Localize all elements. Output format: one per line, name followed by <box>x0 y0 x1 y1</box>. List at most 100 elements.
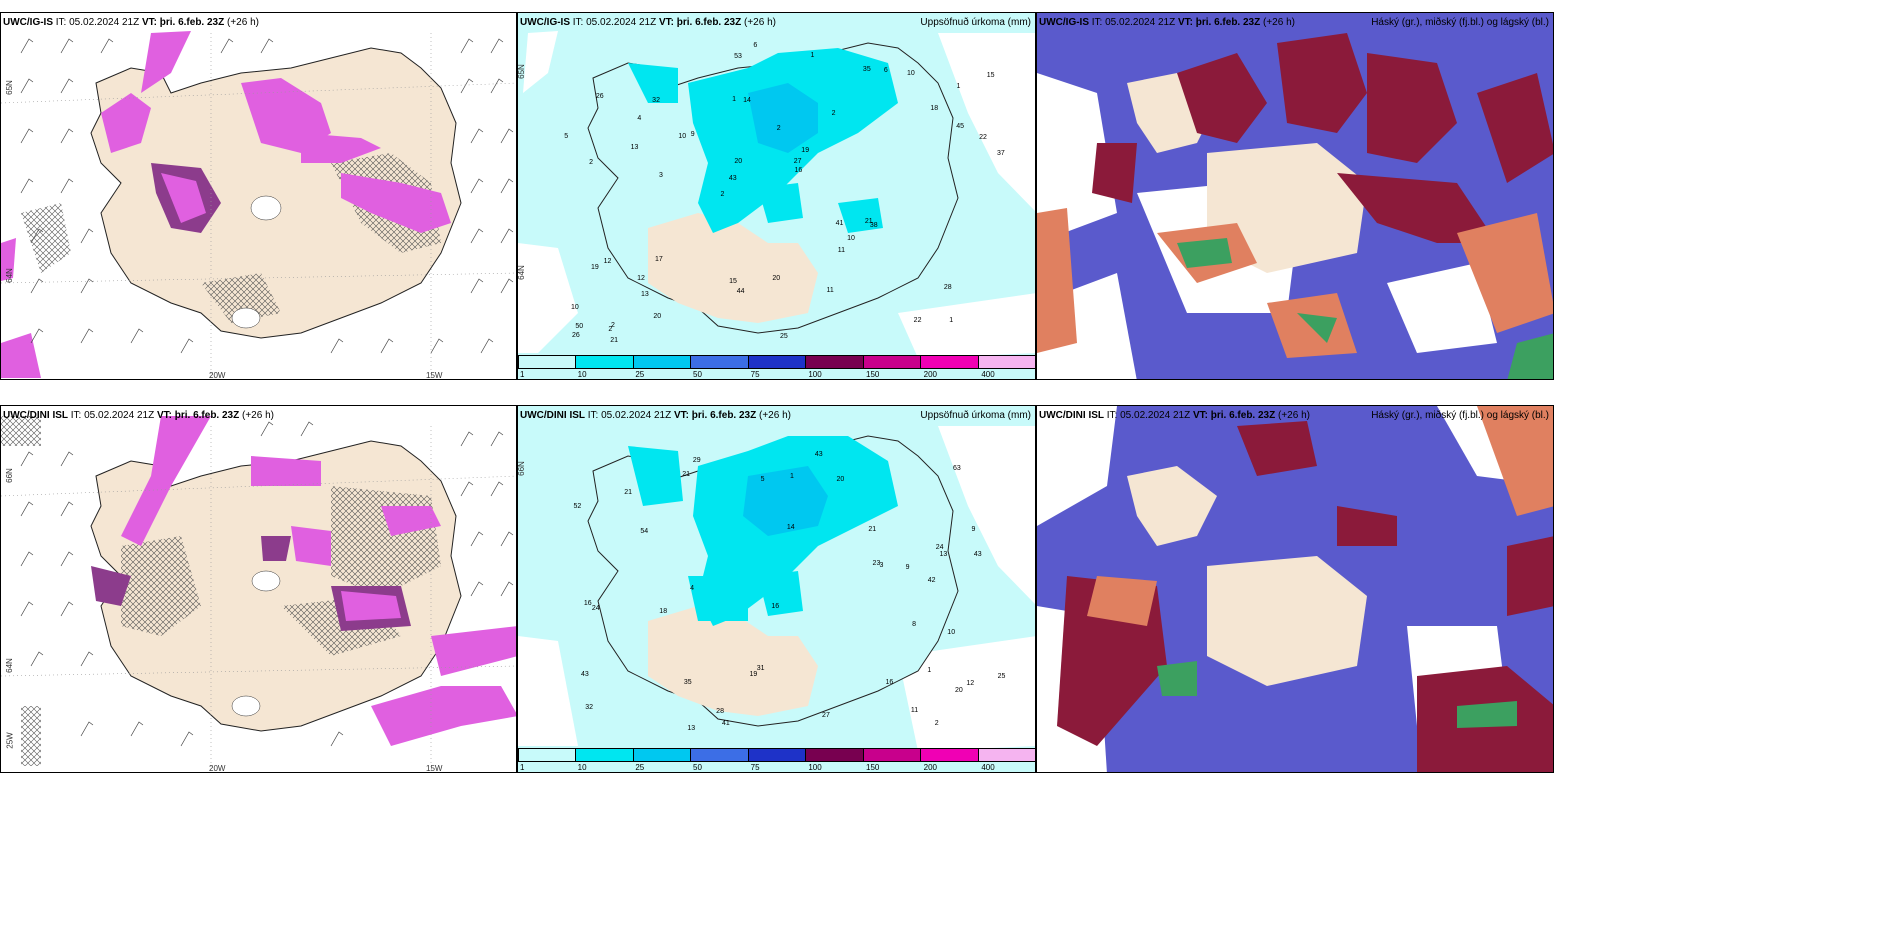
legend-swatch <box>748 749 807 761</box>
legend-swatch <box>863 749 922 761</box>
precip-value: 3 <box>659 172 663 180</box>
panel-precip-igis: 1 2 1 2 2 2 1 2 12 9 10 13 14 19 38 26 53 37 41 45 43 15 20 32 3… <box>517 12 1036 380</box>
precip-value: 19 <box>749 670 758 678</box>
lon-label-20w: 20W <box>209 764 226 773</box>
iceland-land <box>90 47 462 339</box>
panel-wind-icing-dini: UWC/DINI ISL IT: 05.02.2024 21Z VT: þri.… <box>0 405 517 773</box>
lat-label-64n: 64N <box>4 658 14 673</box>
precip-value: 10 <box>847 235 855 243</box>
precip-value: 12 <box>603 257 612 265</box>
precip-value: 29 <box>692 457 701 465</box>
precip-value: 18 <box>930 105 939 113</box>
precip-value: 10 <box>907 69 915 77</box>
precip-value: 15 <box>729 277 737 285</box>
icing-area <box>101 93 151 153</box>
precip-value: 28 <box>716 708 724 716</box>
precip-value: 5 <box>760 476 765 484</box>
panel-title: UWC/DINI ISL IT: 05.02.2024 21Z VT: þri.… <box>3 410 274 421</box>
lat-label-64n: 64N <box>4 268 14 283</box>
precip-value: 35 <box>683 678 692 686</box>
legend-swatch <box>921 356 979 368</box>
panel-right-title: Háský (gr.), miðský (fj.bl.) og lágský (… <box>1371 17 1549 28</box>
precip-value: 16 <box>583 600 592 608</box>
precip-value: 1 <box>732 95 736 103</box>
precip-value: 20 <box>734 157 743 165</box>
panel-title: UWC/IG-IS IT: 05.02.2024 21Z VT: þri. 6.… <box>520 17 776 28</box>
precip-value: 5 <box>564 132 569 140</box>
legend-swatch <box>978 749 1035 761</box>
precip-value: 8 <box>912 620 917 628</box>
precip-value: 37 <box>996 149 1005 157</box>
precip-value: 10 <box>678 133 687 141</box>
precip-value: 21 <box>868 526 877 534</box>
lon-label-15w: 15W <box>426 764 443 773</box>
precip-value: 23 <box>872 560 881 568</box>
precip-value: 21 <box>864 218 873 226</box>
precip-value: 1 <box>789 472 794 480</box>
precip-value: 2 <box>776 125 781 133</box>
precip-value: 54 <box>640 528 649 536</box>
precip-legend <box>518 355 1035 369</box>
panel-right-title: Uppsöfnuð úrkoma (mm) <box>920 17 1031 28</box>
legend-swatch <box>978 356 1035 368</box>
precip-value: 38 <box>869 221 878 229</box>
precip-value: 24 <box>591 604 600 612</box>
precip-value: 21 <box>610 337 618 345</box>
precip-value: 35 <box>862 65 871 73</box>
precip-value: 1 <box>956 82 961 90</box>
lat-label-65n: 65N <box>4 80 14 95</box>
precip-value: 2 <box>934 720 939 727</box>
precip-value: 1 <box>927 667 932 675</box>
precip-value: 4 <box>690 585 694 593</box>
precip-value: 31 <box>756 664 765 672</box>
map-precip-dini <box>518 406 1035 772</box>
map-clouds-igis <box>1037 13 1553 379</box>
precip-value: 14 <box>743 96 751 104</box>
lat-label-65n: 65N <box>517 64 526 79</box>
legend-tick-label: 25 <box>635 763 645 772</box>
precip-value: 6 <box>753 41 758 49</box>
legend-swatch <box>576 749 634 761</box>
precip-value: 13 <box>687 724 696 732</box>
precip-value: 1 <box>949 316 954 324</box>
precip-value: 32 <box>652 97 660 104</box>
precip-value: 21 <box>624 488 633 496</box>
legend-swatch <box>691 749 749 761</box>
panel-wind-icing-igis: UWC/IG-IS IT: 05.02.2024 21Z VT: þri. 6.… <box>0 12 517 380</box>
legend-swatch <box>633 356 692 368</box>
precip-value: 19 <box>591 263 599 271</box>
precip-value: 27 <box>822 712 830 720</box>
precip-value: 2 <box>608 326 613 334</box>
precip-value: 41 <box>835 220 844 228</box>
panel-right-title: Uppsöfnuð úrkoma (mm) <box>920 410 1031 421</box>
legend-swatch <box>863 356 922 368</box>
map-wind-icing-igis <box>1 13 516 379</box>
precip-value: 10 <box>571 303 579 311</box>
precip-value: 32 <box>585 703 594 711</box>
lat-label-25w: 25W <box>5 732 15 749</box>
panel-clouds-igis: UWC/IG-IS IT: 05.02.2024 21Z VT: þri. 6.… <box>1036 12 1554 380</box>
legend-tick-label: 100 <box>808 370 822 379</box>
legend-tick-label: 400 <box>981 370 995 379</box>
legend-tick-label: 1 <box>520 370 525 379</box>
precip-value: 9 <box>971 525 976 533</box>
panel-title: UWC/IG-IS IT: 05.02.2024 21Z VT: þri. 6.… <box>1039 17 1295 28</box>
precip-legend <box>518 748 1035 762</box>
precip-value: 52 <box>573 502 582 510</box>
precip-value: 43 <box>728 174 737 182</box>
precip-value: 20 <box>772 275 781 283</box>
precip-value: 13 <box>630 144 639 152</box>
precip-value: 13 <box>641 291 649 299</box>
precip-value: 50 <box>575 323 584 331</box>
legend-swatch <box>921 749 979 761</box>
precip-value: 2 <box>831 110 836 118</box>
lat-label-66n: 66N <box>517 461 526 476</box>
precip-value: 63 <box>952 464 961 472</box>
precip-value: 12 <box>966 680 975 688</box>
precip-value: 25 <box>997 672 1006 680</box>
precip-value: 25 <box>779 333 788 341</box>
lat-label-64n: 64N <box>517 265 526 280</box>
lon-label-20w: 20W <box>209 371 226 380</box>
precip-value: 15 <box>986 72 995 80</box>
precip-value: 28 <box>943 284 952 292</box>
